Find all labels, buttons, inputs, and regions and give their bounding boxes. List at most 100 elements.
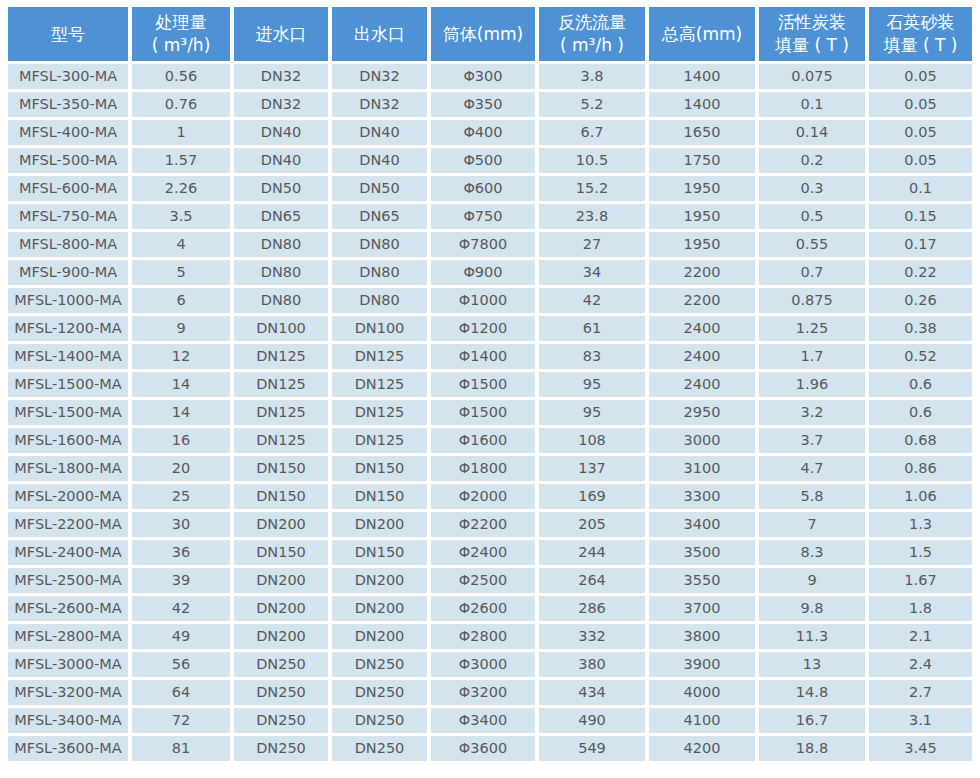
table-row: MFSL-3600-MA81DN250DN250Φ3600549420018.8… — [8, 736, 972, 761]
cell-height: 1650 — [649, 120, 755, 145]
cell-inlet: DN125 — [234, 400, 328, 425]
cell-model: MFSL-2000-MA — [8, 484, 128, 509]
cell-backwash: 244 — [539, 540, 645, 565]
cell-outlet: DN32 — [332, 92, 427, 117]
table-row: MFSL-3200-MA64DN250DN250Φ3200434400014.8… — [8, 680, 972, 705]
cell-height: 3900 — [649, 652, 755, 677]
cell-model: MFSL-3600-MA — [8, 736, 128, 761]
cell-outlet: DN250 — [332, 736, 427, 761]
cell-carbon: 5.8 — [759, 484, 865, 509]
cell-backwash: 10.5 — [539, 148, 645, 173]
table-row: MFSL-750-MA3.5DN65DN65Φ75023.819500.50.1… — [8, 204, 972, 229]
cell-backwash: 23.8 — [539, 204, 645, 229]
cell-height: 3400 — [649, 512, 755, 537]
cell-carbon: 7 — [759, 512, 865, 537]
column-header-model: 型号 — [8, 7, 128, 61]
cell-height: 4100 — [649, 708, 755, 733]
cell-model: MFSL-1600-MA — [8, 428, 128, 453]
cell-model: MFSL-600-MA — [8, 176, 128, 201]
cell-body: Φ1600 — [431, 428, 535, 453]
cell-backwash: 549 — [539, 736, 645, 761]
cell-height: 1400 — [649, 64, 755, 89]
cell-carbon: 11.3 — [759, 624, 865, 649]
cell-height: 3550 — [649, 568, 755, 593]
cell-backwash: 286 — [539, 596, 645, 621]
cell-backwash: 332 — [539, 624, 645, 649]
cell-model: MFSL-3000-MA — [8, 652, 128, 677]
cell-inlet: DN80 — [234, 260, 328, 285]
cell-carbon: 0.3 — [759, 176, 865, 201]
column-header-outlet: 出水口 — [332, 7, 427, 61]
table-body: MFSL-300-MA0.56DN32DN32Φ3003.814000.0750… — [8, 64, 972, 761]
cell-backwash: 61 — [539, 316, 645, 341]
table-row: MFSL-1500-MA14DN125DN125Φ15009524001.960… — [8, 372, 972, 397]
cell-capacity: 14 — [132, 400, 230, 425]
cell-capacity: 4 — [132, 232, 230, 257]
cell-carbon: 1.25 — [759, 316, 865, 341]
table-row: MFSL-400-MA1DN40DN40Φ4006.716500.140.05 — [8, 120, 972, 145]
column-header-height: 总高(mm) — [649, 7, 755, 61]
cell-sand: 0.05 — [869, 92, 972, 117]
cell-model: MFSL-2800-MA — [8, 624, 128, 649]
table-row: MFSL-3000-MA56DN250DN250Φ30003803900132.… — [8, 652, 972, 677]
cell-capacity: 16 — [132, 428, 230, 453]
cell-height: 1750 — [649, 148, 755, 173]
cell-inlet: DN250 — [234, 708, 328, 733]
cell-carbon: 0.14 — [759, 120, 865, 145]
table-row: MFSL-3400-MA72DN250DN250Φ3400490410016.7… — [8, 708, 972, 733]
cell-sand: 2.7 — [869, 680, 972, 705]
cell-capacity: 2.26 — [132, 176, 230, 201]
cell-inlet: DN200 — [234, 568, 328, 593]
cell-outlet: DN100 — [332, 316, 427, 341]
cell-outlet: DN200 — [332, 624, 427, 649]
cell-model: MFSL-2400-MA — [8, 540, 128, 565]
cell-height: 1950 — [649, 176, 755, 201]
header-label-line: 处理量 — [134, 11, 228, 34]
cell-model: MFSL-900-MA — [8, 260, 128, 285]
cell-body: Φ600 — [431, 176, 535, 201]
cell-outlet: DN125 — [332, 400, 427, 425]
cell-backwash: 108 — [539, 428, 645, 453]
cell-outlet: DN50 — [332, 176, 427, 201]
table-row: MFSL-1400-MA12DN125DN125Φ14008324001.70.… — [8, 344, 972, 369]
cell-inlet: DN150 — [234, 540, 328, 565]
cell-sand: 3.45 — [869, 736, 972, 761]
cell-inlet: DN125 — [234, 428, 328, 453]
cell-outlet: DN200 — [332, 512, 427, 537]
table-row: MFSL-2000-MA25DN150DN150Φ200016933005.81… — [8, 484, 972, 509]
cell-outlet: DN150 — [332, 540, 427, 565]
cell-capacity: 25 — [132, 484, 230, 509]
cell-height: 2950 — [649, 400, 755, 425]
cell-sand: 0.52 — [869, 344, 972, 369]
cell-body: Φ2200 — [431, 512, 535, 537]
column-header-inlet: 进水口 — [234, 7, 328, 61]
cell-model: MFSL-3200-MA — [8, 680, 128, 705]
cell-sand: 1.3 — [869, 512, 972, 537]
cell-backwash: 27 — [539, 232, 645, 257]
cell-height: 4000 — [649, 680, 755, 705]
cell-carbon: 3.7 — [759, 428, 865, 453]
cell-body: Φ7800 — [431, 232, 535, 257]
cell-outlet: DN40 — [332, 120, 427, 145]
cell-height: 3700 — [649, 596, 755, 621]
cell-height: 4200 — [649, 736, 755, 761]
cell-outlet: DN200 — [332, 596, 427, 621]
cell-height: 1950 — [649, 204, 755, 229]
cell-capacity: 9 — [132, 316, 230, 341]
header-label-line: 填量 ( T ) — [761, 34, 863, 57]
spec-sheet-page: 型号处理量( m³/h)进水口出水口筒体(mm)反洗流量( m³/h )总高(m… — [0, 0, 980, 778]
cell-sand: 0.05 — [869, 148, 972, 173]
cell-backwash: 137 — [539, 456, 645, 481]
cell-model: MFSL-800-MA — [8, 232, 128, 257]
header-row: 型号处理量( m³/h)进水口出水口筒体(mm)反洗流量( m³/h )总高(m… — [8, 7, 972, 61]
cell-sand: 0.6 — [869, 400, 972, 425]
cell-carbon: 13 — [759, 652, 865, 677]
cell-height: 1400 — [649, 92, 755, 117]
cell-inlet: DN200 — [234, 596, 328, 621]
cell-backwash: 95 — [539, 400, 645, 425]
cell-body: Φ3200 — [431, 680, 535, 705]
cell-model: MFSL-400-MA — [8, 120, 128, 145]
cell-backwash: 3.8 — [539, 64, 645, 89]
cell-sand: 0.38 — [869, 316, 972, 341]
header-label-line: 筒体(mm) — [433, 23, 533, 46]
